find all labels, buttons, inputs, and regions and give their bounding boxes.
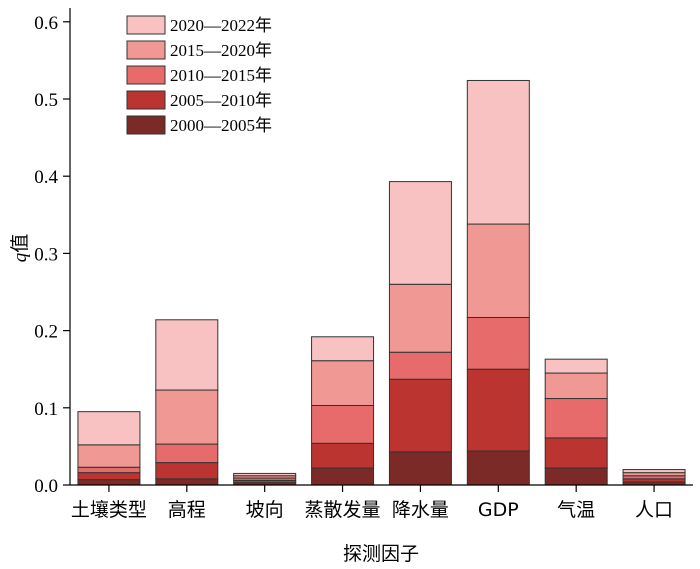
- bar-segment: [233, 472, 297, 477]
- y-tick-label: 0.4: [34, 167, 58, 188]
- bar-segment: [388, 378, 452, 453]
- legend-swatch: [126, 40, 166, 60]
- bar-segment: [388, 283, 452, 353]
- legend-swatch: [126, 90, 166, 110]
- x-tick-label: 气温: [557, 499, 595, 521]
- bar-segment: [77, 444, 141, 468]
- y-axis-title-suffix: 值: [9, 234, 31, 253]
- y-tick-label: 0.3: [34, 244, 58, 265]
- bar-segment: [77, 479, 141, 486]
- bar-segment: [311, 404, 375, 444]
- bar-segment: [466, 316, 530, 370]
- bar-stack: [466, 79, 530, 486]
- legend: 2020—2022年 2015—2020年 2010—2015年 2005—2010年…: [126, 15, 272, 135]
- legend-swatch: [126, 115, 166, 135]
- bar-segment: [544, 437, 608, 469]
- bar-stack: [77, 411, 141, 486]
- bar-segment: [544, 398, 608, 439]
- y-tick-label: 0.6: [34, 13, 58, 34]
- bar-stack: [388, 181, 452, 486]
- x-axis-title: 探测因子: [343, 543, 419, 565]
- y-tick-label: 0.0: [34, 476, 58, 497]
- y-tick-label: 0.5: [34, 90, 58, 111]
- y-axis-ticks: 0.0 0.1 0.2 0.3 0.4 0.5 0.6: [34, 13, 70, 497]
- bar-segment: [466, 368, 530, 452]
- bar-segment: [311, 336, 375, 362]
- bar-segment: [466, 79, 530, 225]
- legend-label: 2020—2022年: [170, 16, 272, 35]
- bar-segment: [622, 469, 686, 474]
- legend-label: 2000—2005年: [170, 116, 272, 135]
- bar-segment: [388, 451, 452, 486]
- x-tick-label: 高程: [168, 499, 206, 521]
- y-tick-label: 0.2: [34, 322, 58, 343]
- y-axis-title-variable: q: [10, 252, 31, 262]
- bar-segment: [311, 360, 375, 406]
- bar-segment: [388, 181, 452, 285]
- bar-segment: [155, 319, 219, 391]
- legend-swatch: [126, 15, 166, 35]
- bar-stack: [233, 472, 297, 486]
- bar-segment: [77, 466, 141, 474]
- bar-segment: [388, 351, 452, 380]
- bar-segment: [544, 372, 608, 400]
- bar-segment: [155, 478, 219, 486]
- bars: [77, 79, 686, 486]
- x-tick-label: 蒸散发量: [305, 499, 381, 521]
- bar-segment: [155, 443, 219, 464]
- bar-segment: [155, 462, 219, 480]
- x-axis-tick-labels: 土壤类型 高程 坡向 蒸散发量 降水量 GDP 气温 人口: [71, 485, 673, 521]
- legend-label: 2010—2015年: [170, 66, 272, 85]
- y-axis-title: q值: [9, 234, 31, 263]
- y-tick-label: 0.1: [34, 399, 58, 420]
- bar-segment: [311, 442, 375, 469]
- bar-segment: [311, 467, 375, 486]
- bar-segment: [155, 389, 219, 445]
- x-tick-label: 土壤类型: [71, 499, 147, 521]
- bar-segment: [466, 223, 530, 318]
- bar-segment: [544, 358, 608, 374]
- bar-segment: [77, 472, 141, 481]
- bar-segment: [77, 411, 141, 446]
- legend-label: 2015—2020年: [170, 41, 272, 60]
- bar-segment: [544, 467, 608, 486]
- bar-stack: [544, 358, 608, 486]
- legend-label: 2005—2010年: [170, 91, 272, 110]
- legend-swatch: [126, 65, 166, 85]
- bar-stack: [622, 469, 686, 486]
- x-tick-label: 坡向: [246, 499, 284, 521]
- x-tick-label: 人口: [635, 499, 673, 521]
- x-tick-label: GDP: [478, 499, 519, 521]
- bar-stack: [155, 319, 219, 486]
- bar-segment: [466, 450, 530, 486]
- x-tick-label: 降水量: [392, 499, 449, 521]
- bar-stack: [311, 336, 375, 486]
